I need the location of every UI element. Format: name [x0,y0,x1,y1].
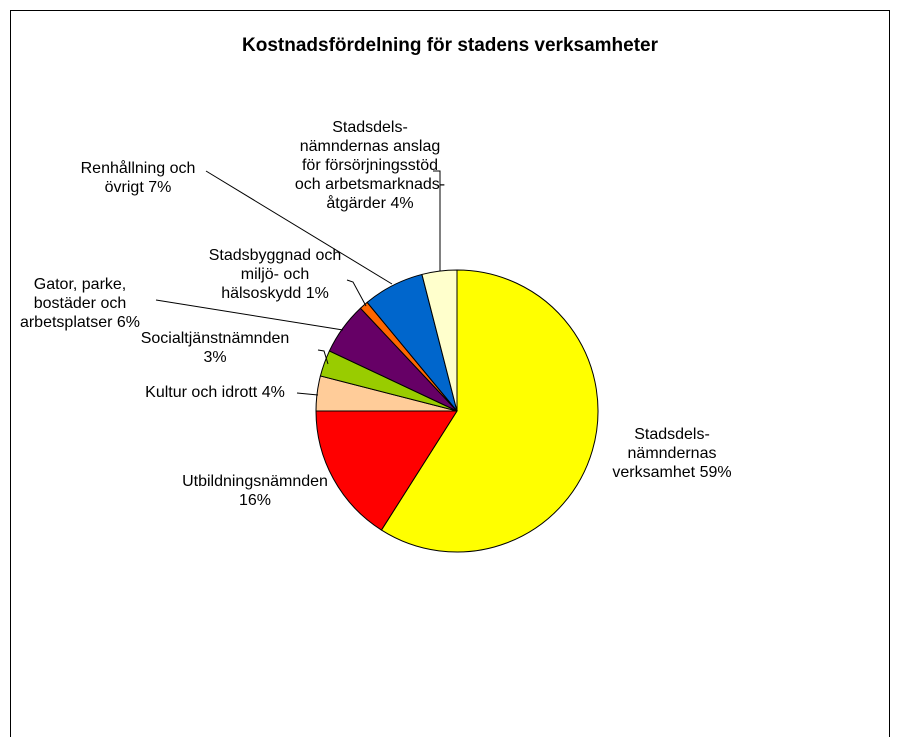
slice-label-value: 59% [699,464,732,481]
slice-label: Stadsdels-nämndernas anslag för försörjn… [291,118,449,213]
chart-title: Kostnadsfördelning för stadens verksamhe… [242,35,658,56]
slice-label-name: Kultur och idrott [145,384,258,401]
slice-label-value: 6% [116,314,141,331]
slice-label-name: Gator, parke, bostäder och arbetsplatser [19,276,127,331]
slice-label-value: 4% [261,384,285,401]
leader-line [317,349,329,365]
slice-label: Utbildningsnämnden 16% [175,472,335,510]
slice-label-name: Stadsdels-nämndernas verksamhet [612,426,717,481]
slice-label: Renhållning och övrigt 7% [68,159,208,197]
slice-label-name: Stadsbyggnad och miljö- och hälsoskydd [208,247,342,302]
slice-label-value: 4% [390,195,414,212]
slice-label-value: 1% [305,285,329,302]
slice-label: Socialtjänstnämnden 3% [128,329,303,367]
slice-label-value: 16% [238,492,272,509]
slice-label-name: Renhållning och övrigt [80,160,196,196]
leader-line [155,299,344,331]
leader-line [296,392,319,396]
leader-line [205,170,393,285]
slice-label-name: Stadsdels-nämndernas anslag för försörjn… [294,119,446,212]
slice-label-value: 7% [148,179,172,196]
chart-border [10,10,890,737]
slice-label-name: Utbildningsnämnden [182,473,328,490]
slice-label-name: Socialtjänstnämnden [140,330,290,347]
leader-line [433,170,441,271]
slice-label: Stadsdels-nämndernas verksamhet 59% [602,425,742,482]
pie-slice [315,410,458,531]
slice-label: Gator, parke, bostäder och arbetsplatser… [13,275,148,332]
pie-slice [380,269,599,553]
slice-label: Stadsbyggnad och miljö- och hälsoskydd 1… [203,246,348,303]
slice-label-value: 3% [203,349,227,366]
leader-line [346,279,367,307]
slice-label: Kultur och idrott 4% [115,383,315,402]
pie-slice [421,269,458,412]
